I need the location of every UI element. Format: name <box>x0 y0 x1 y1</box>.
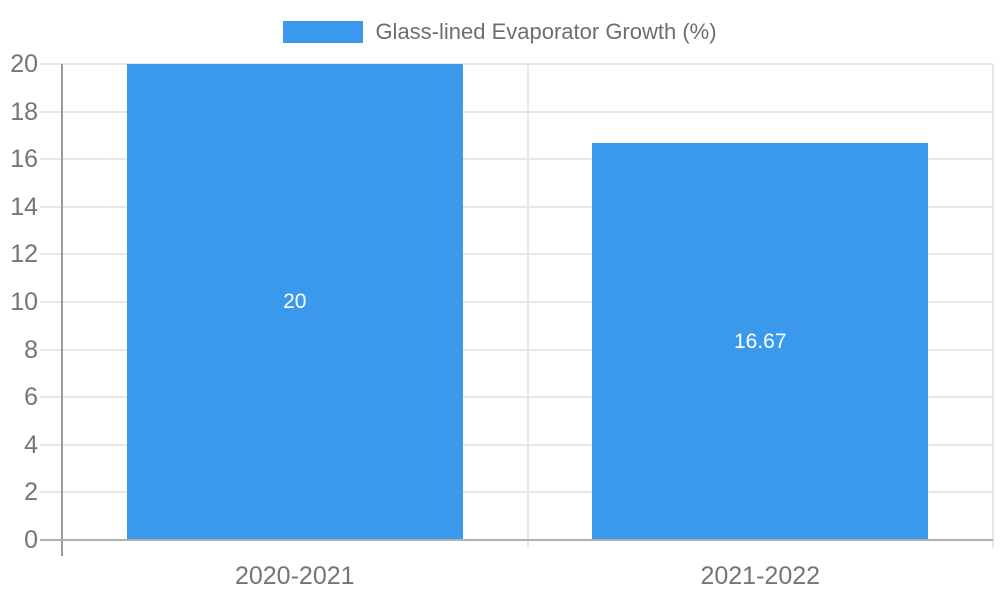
gridline <box>40 63 993 65</box>
gridline <box>40 158 993 161</box>
y-axis-tick-label: 16 <box>10 145 38 174</box>
bar-value-label: 16.67 <box>733 329 787 353</box>
x-axis-tick-label: 2020-2021 <box>234 562 355 590</box>
y-axis-tick-label: 20 <box>10 50 38 78</box>
bar-2021-2022[interactable] <box>592 143 929 540</box>
y-axis-line <box>61 64 63 556</box>
y-axis-tick-label: 6 <box>24 383 38 412</box>
legend[interactable]: Glass-lined Evaporator Growth (%) <box>0 20 1000 44</box>
y-axis-tick-label: 12 <box>10 240 38 269</box>
y-axis-tick-label: 2 <box>24 478 38 507</box>
y-axis-tick-label: 0 <box>24 526 38 554</box>
category-boundary-line <box>992 64 994 548</box>
y-axis-tick-label: 18 <box>10 97 38 126</box>
gridline <box>40 348 993 351</box>
gridline <box>40 396 993 399</box>
gridline <box>40 253 993 256</box>
x-axis-tick-label: 2021-2022 <box>700 562 821 590</box>
y-axis-tick-label: 4 <box>24 430 38 459</box>
legend-swatch <box>283 21 364 43</box>
gridline <box>40 443 993 446</box>
gridline <box>40 301 993 303</box>
bar-2020-2021[interactable] <box>126 64 463 540</box>
bar-value-label: 20 <box>283 290 307 313</box>
y-axis-tick-label: 10 <box>10 288 38 316</box>
y-axis-tick-label: 8 <box>24 335 38 364</box>
category-boundary-line <box>526 64 529 548</box>
y-axis-tick-label: 14 <box>10 192 38 221</box>
legend-label: Glass-lined Evaporator Growth (%) <box>375 19 717 44</box>
gridline <box>40 491 993 494</box>
gridline <box>40 205 993 208</box>
zero-gridline <box>40 539 993 541</box>
gridline <box>40 110 993 113</box>
